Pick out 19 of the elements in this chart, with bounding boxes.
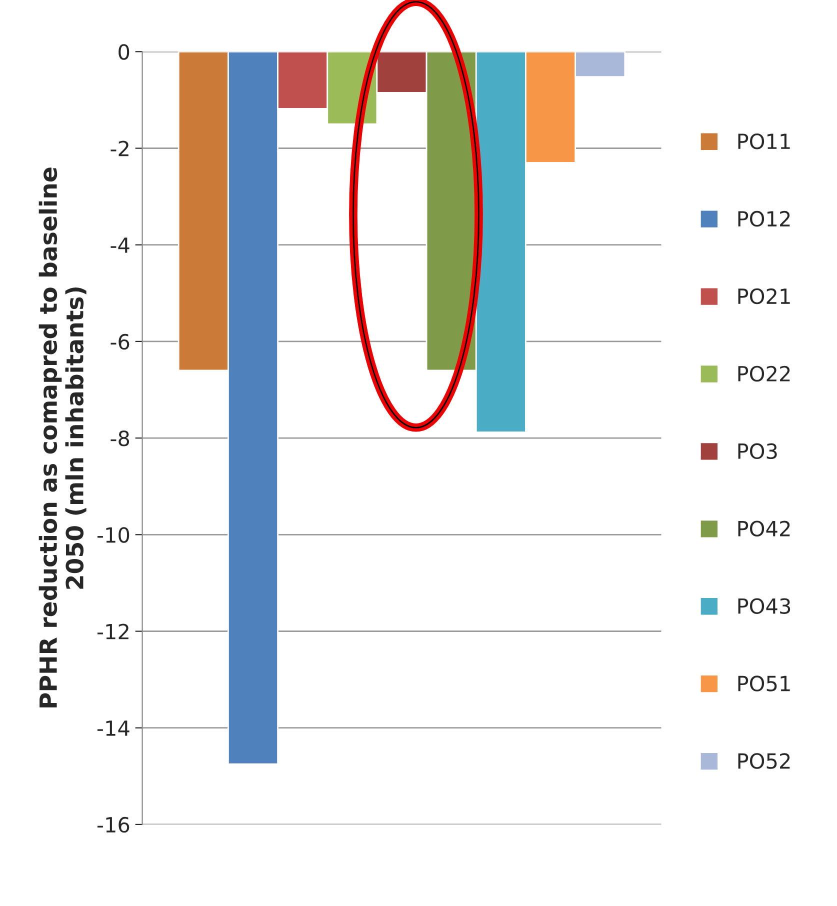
legend-label: PO52 [738,753,790,769]
legend-label: PO22 [738,366,790,382]
y-tick-label: -6 [110,334,130,350]
legend-label: PO3 [738,443,777,460]
y-tick-label: -12 [97,624,128,640]
y-axis-title: PPHR reduction as comapred to baseline 2050 (mln inhabitants) [38,168,86,708]
y-tick-label: -10 [97,527,130,543]
y-tick-label: -16 [97,816,130,833]
legend-label: PO43 [738,598,790,614]
legend-label: PO42 [738,520,790,536]
y-tick-label: -14 [97,720,130,736]
y-tick-label: 0 [118,44,130,60]
legend-label: PO11 [738,133,790,150]
legend-label: PO21 [738,288,790,304]
y-tick-label: -2 [110,140,128,156]
legend-label: PO12 [738,210,790,227]
legend-label: PO51 [738,676,790,692]
y-tick-label: -8 [110,430,130,446]
y-tick-label: -4 [110,238,130,253]
